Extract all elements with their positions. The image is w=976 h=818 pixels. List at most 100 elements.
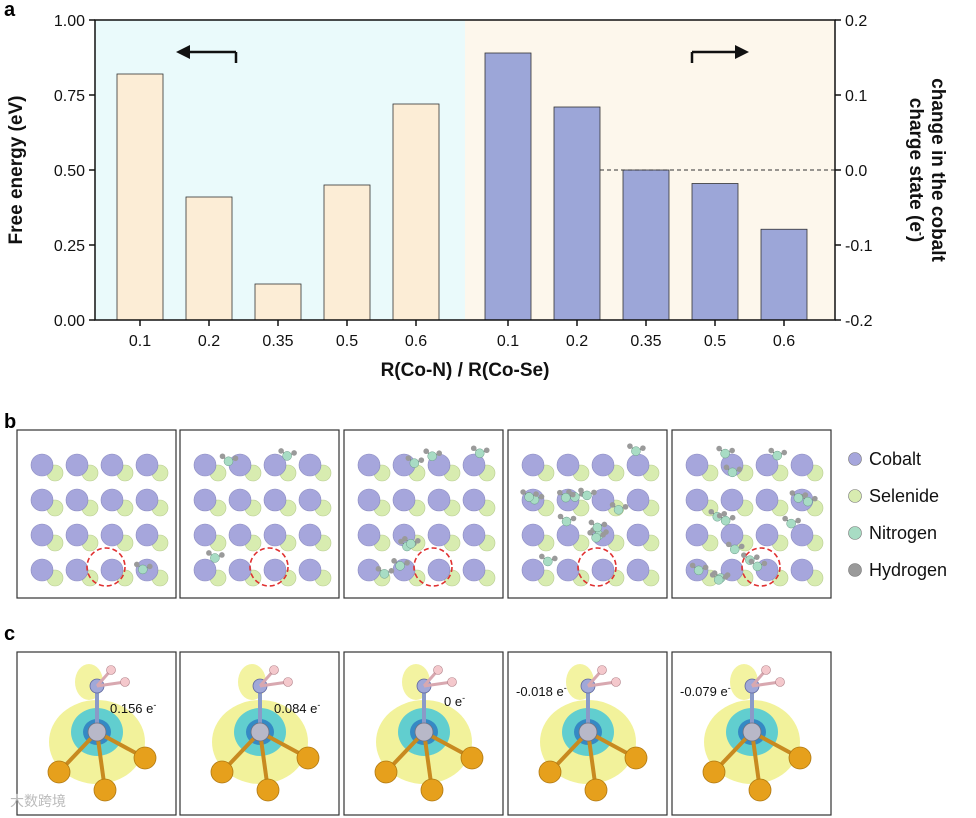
- free-energy-bar: [185, 196, 233, 321]
- nitrogen-atom: [561, 516, 572, 527]
- legend-swatch: [848, 563, 862, 577]
- left-tick-label: 1.00: [54, 13, 85, 30]
- hydrogen-atom: [721, 510, 728, 517]
- structure-panel: [507, 429, 668, 599]
- cobalt-atom: [357, 453, 381, 477]
- cobalt-atom: [720, 488, 744, 512]
- cobalt-atom: [193, 558, 217, 582]
- hydrogen-atom: [708, 508, 715, 515]
- charge-value-label: -0.018 e-: [516, 683, 567, 699]
- cobalt-atom: [228, 488, 252, 512]
- cobalt-atom: [427, 558, 451, 582]
- cobalt-atom: [591, 488, 615, 512]
- left-tick-label: 0.50: [54, 163, 85, 180]
- cobalt-atom: [521, 453, 545, 477]
- nitrogen-atom: [543, 556, 553, 567]
- hydrogen-atom: [597, 665, 607, 675]
- left-tick-label: 0.75: [54, 88, 85, 105]
- charge-change-bar: [622, 169, 670, 321]
- panel-a-label: a: [4, 0, 16, 21]
- legend-swatch: [848, 526, 862, 540]
- nitrogen-atom: [561, 492, 571, 503]
- hydrogen-atom: [761, 665, 771, 675]
- cobalt-atom: [685, 488, 709, 512]
- selenium-atom: [210, 760, 234, 784]
- selenium-atom: [584, 778, 608, 802]
- charge-density-panel: -0.079 e-: [671, 651, 832, 816]
- nitrogen-atom: [786, 518, 796, 529]
- hydrogen-atom: [578, 487, 584, 494]
- selenium-atom: [624, 746, 648, 770]
- cobalt-atom: [263, 488, 287, 512]
- nitrogen-atom: [427, 451, 437, 461]
- hydrogen-atom: [391, 558, 397, 564]
- hydrogen-atom: [622, 504, 629, 510]
- nitrogen-atom: [138, 564, 148, 575]
- hydrogen-atom: [436, 450, 443, 457]
- cobalt-atom: [790, 523, 814, 547]
- cobalt-atom: [30, 523, 54, 547]
- hydrogen-atom: [722, 574, 729, 580]
- cobalt-atom: [193, 488, 217, 512]
- selenium-atom: [374, 760, 398, 784]
- left-axis-title: Free energy (eV): [6, 96, 27, 245]
- cobalt-atom: [755, 453, 779, 477]
- right-axis-title-line2: charge state (e-): [905, 98, 928, 242]
- hydrogen-atom: [557, 513, 564, 520]
- left-tick-label: 0.00: [54, 313, 85, 330]
- structure-panel: [179, 429, 340, 599]
- legend-swatch: [848, 489, 862, 503]
- atom-legend: Cobalt Selenide Nitrogen Hydrogen: [848, 449, 947, 580]
- cobalt-atom: [65, 488, 89, 512]
- hydrogen-atom: [433, 665, 443, 675]
- right-axis-ticks: -0.2 -0.1 0.0 0.1 0.2: [835, 13, 873, 330]
- cobalt-atom: [427, 523, 451, 547]
- cobalt-atom: [626, 453, 650, 477]
- hydrogen-atom: [812, 495, 818, 502]
- selenium-atom: [702, 760, 726, 784]
- nitrogen-atom: [727, 467, 738, 478]
- structure-panel: [343, 429, 504, 599]
- hydrogen-atom: [470, 445, 477, 452]
- nitrogen-atom: [223, 456, 234, 467]
- cobalt-atom: [263, 523, 287, 547]
- cobalt-atom: [626, 558, 650, 582]
- hydrogen-atom: [375, 566, 382, 572]
- cobalt-atom: [135, 523, 159, 547]
- hydrogen-atom: [447, 677, 457, 687]
- hydrogen-atom: [120, 677, 130, 687]
- charge-change-bar: [553, 106, 601, 321]
- cobalt-atom: [263, 453, 287, 477]
- nitrogen-atom: [613, 505, 624, 515]
- hydrogen-atom: [781, 449, 788, 456]
- selenium-atom: [748, 778, 772, 802]
- left-arrow-icon: [176, 45, 238, 63]
- hydrogen-atom: [716, 512, 723, 519]
- cobalt-atom: [135, 488, 159, 512]
- hydrogen-atom: [729, 447, 735, 454]
- hydrogen-atom: [269, 665, 279, 675]
- cobalt-center-atom: [414, 722, 434, 742]
- right-tick-label: 0.0: [845, 163, 867, 180]
- cobalt-atom: [100, 523, 124, 547]
- x-tick-label: 0.5: [336, 333, 358, 350]
- cobalt-atom: [462, 488, 486, 512]
- nitrogen-atom: [395, 561, 405, 571]
- cobalt-atom: [298, 453, 322, 477]
- x-tick-label: 0.1: [497, 333, 519, 350]
- nitrogen-atom: [693, 565, 704, 576]
- hydrogen-atom: [533, 491, 539, 497]
- hydrogen-atom: [134, 561, 140, 568]
- legend-label: Selenide: [869, 486, 939, 506]
- cobalt-atom: [626, 523, 650, 547]
- right-axis-title-line1: change in the cobalt: [927, 78, 948, 262]
- hydrogen-atom: [570, 491, 576, 498]
- nitrogen-atom: [793, 493, 804, 503]
- charge-density-panel: -0.018 e-: [507, 651, 668, 816]
- charge-value-label: 0 e-: [444, 693, 465, 709]
- cobalt-atom: [135, 453, 159, 477]
- hydrogen-atom: [291, 450, 297, 456]
- right-tick-label: 0.2: [845, 13, 867, 30]
- selenium-atom: [420, 778, 444, 802]
- selenium-atom: [93, 778, 117, 802]
